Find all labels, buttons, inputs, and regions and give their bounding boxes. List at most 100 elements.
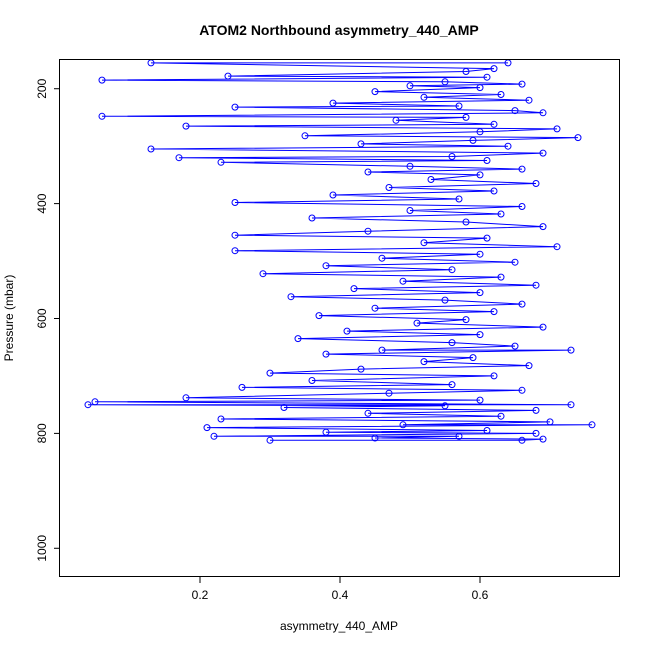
- data-point: [448, 381, 456, 389]
- chart-title: ATOM2 Northbound asymmetry_440_AMP: [199, 22, 479, 38]
- data-point: [518, 386, 526, 394]
- data-point: [280, 404, 288, 411]
- plot-area: [84, 60, 596, 444]
- data-point: [371, 304, 379, 312]
- data-point: [287, 293, 295, 301]
- data-point: [490, 308, 498, 316]
- data-point: [385, 184, 393, 191]
- data-point: [441, 78, 449, 86]
- data-point: [329, 99, 337, 107]
- data-point: [448, 153, 456, 160]
- data-point: [448, 266, 456, 274]
- data-point: [427, 176, 435, 183]
- data-point: [490, 120, 498, 128]
- data-point: [490, 187, 498, 195]
- data-point: [364, 409, 372, 417]
- data-point: [546, 418, 554, 426]
- data-point: [91, 398, 99, 406]
- y-axis: 200 400 600 800 1000: [35, 78, 60, 562]
- data-point: [266, 369, 274, 377]
- data-point: [350, 285, 358, 293]
- y-tick-label: 600: [35, 308, 49, 328]
- data-point: [329, 191, 337, 199]
- data-point: [490, 65, 498, 73]
- x-axis-label: asymmetry_440_AMP: [280, 619, 398, 633]
- data-point: [399, 277, 407, 285]
- data-point: [308, 377, 316, 384]
- data-point: [476, 331, 484, 339]
- data-point: [525, 362, 533, 370]
- data-point: [231, 231, 239, 239]
- data-point: [476, 396, 484, 404]
- data-point: [413, 319, 421, 327]
- data-point: [364, 227, 372, 235]
- data-point: [364, 168, 372, 176]
- data-point: [371, 434, 379, 442]
- data-point: [476, 128, 484, 136]
- data-point: [378, 254, 386, 262]
- series-line: [87, 62, 593, 441]
- data-point: [511, 342, 519, 350]
- data-point: [406, 82, 414, 90]
- data-point: [483, 234, 491, 242]
- data-point: [217, 415, 225, 423]
- data-point: [525, 96, 533, 104]
- data-point: [420, 239, 428, 247]
- data-point: [511, 107, 519, 115]
- data-point: [378, 346, 386, 354]
- data-point: [539, 223, 547, 231]
- data-point: [182, 122, 190, 130]
- data-point: [504, 60, 512, 67]
- data-point: [231, 103, 239, 111]
- data-point: [462, 68, 470, 75]
- data-point: [266, 436, 274, 444]
- data-point: [476, 250, 484, 258]
- data-point: [399, 421, 407, 429]
- data-point: [539, 323, 547, 331]
- y-axis-label: Pressure (mbar): [2, 275, 16, 362]
- y-tick-label: 1000: [35, 535, 49, 562]
- data-point: [476, 171, 484, 179]
- data-point: [469, 136, 477, 144]
- data-point: [98, 112, 106, 120]
- y-tick-label: 400: [35, 193, 49, 213]
- data-point: [518, 165, 526, 173]
- data-point: [231, 247, 239, 255]
- data-point: [497, 273, 505, 281]
- data-point: [518, 436, 526, 444]
- data-point: [462, 316, 470, 324]
- data-point: [322, 262, 330, 270]
- data-point: [294, 335, 302, 343]
- data-point: [357, 365, 365, 373]
- data-point: [182, 394, 190, 402]
- x-axis: 0.2 0.4 0.6: [192, 577, 489, 602]
- data-point: [203, 424, 211, 432]
- data-point: [483, 73, 491, 81]
- data-point: [441, 402, 449, 410]
- data-point: [147, 60, 155, 67]
- data-point: [238, 383, 246, 391]
- data-point: [490, 372, 498, 380]
- data-point: [455, 432, 463, 440]
- data-point: [567, 401, 575, 409]
- data-point: [455, 102, 463, 110]
- data-point: [84, 401, 92, 409]
- data-point: [406, 207, 414, 214]
- data-point: [462, 218, 470, 226]
- data-point: [469, 354, 477, 362]
- x-tick-label: 0.6: [472, 588, 489, 602]
- data-point: [448, 339, 456, 347]
- data-point: [567, 346, 575, 354]
- data-point: [217, 158, 225, 166]
- data-point: [511, 258, 519, 266]
- data-point: [518, 300, 526, 308]
- data-point: [98, 76, 106, 84]
- data-point: [497, 412, 505, 420]
- data-point: [553, 125, 561, 133]
- data-point: [532, 429, 540, 437]
- data-point: [462, 113, 470, 121]
- data-point: [539, 109, 547, 117]
- data-point: [315, 312, 323, 320]
- data-point: [301, 132, 309, 140]
